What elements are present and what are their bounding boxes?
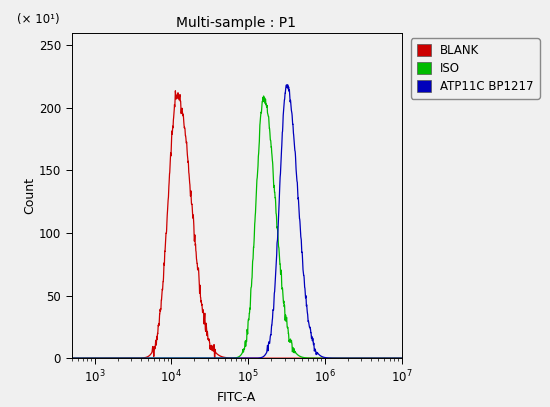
X-axis label: FITC-A: FITC-A bbox=[217, 391, 256, 404]
Legend: BLANK, ISO, ATP11C BP1217: BLANK, ISO, ATP11C BP1217 bbox=[411, 39, 540, 99]
Text: (× 10¹): (× 10¹) bbox=[17, 13, 60, 26]
Title: Multi-sample : P1: Multi-sample : P1 bbox=[177, 16, 296, 30]
Y-axis label: Count: Count bbox=[23, 177, 36, 214]
